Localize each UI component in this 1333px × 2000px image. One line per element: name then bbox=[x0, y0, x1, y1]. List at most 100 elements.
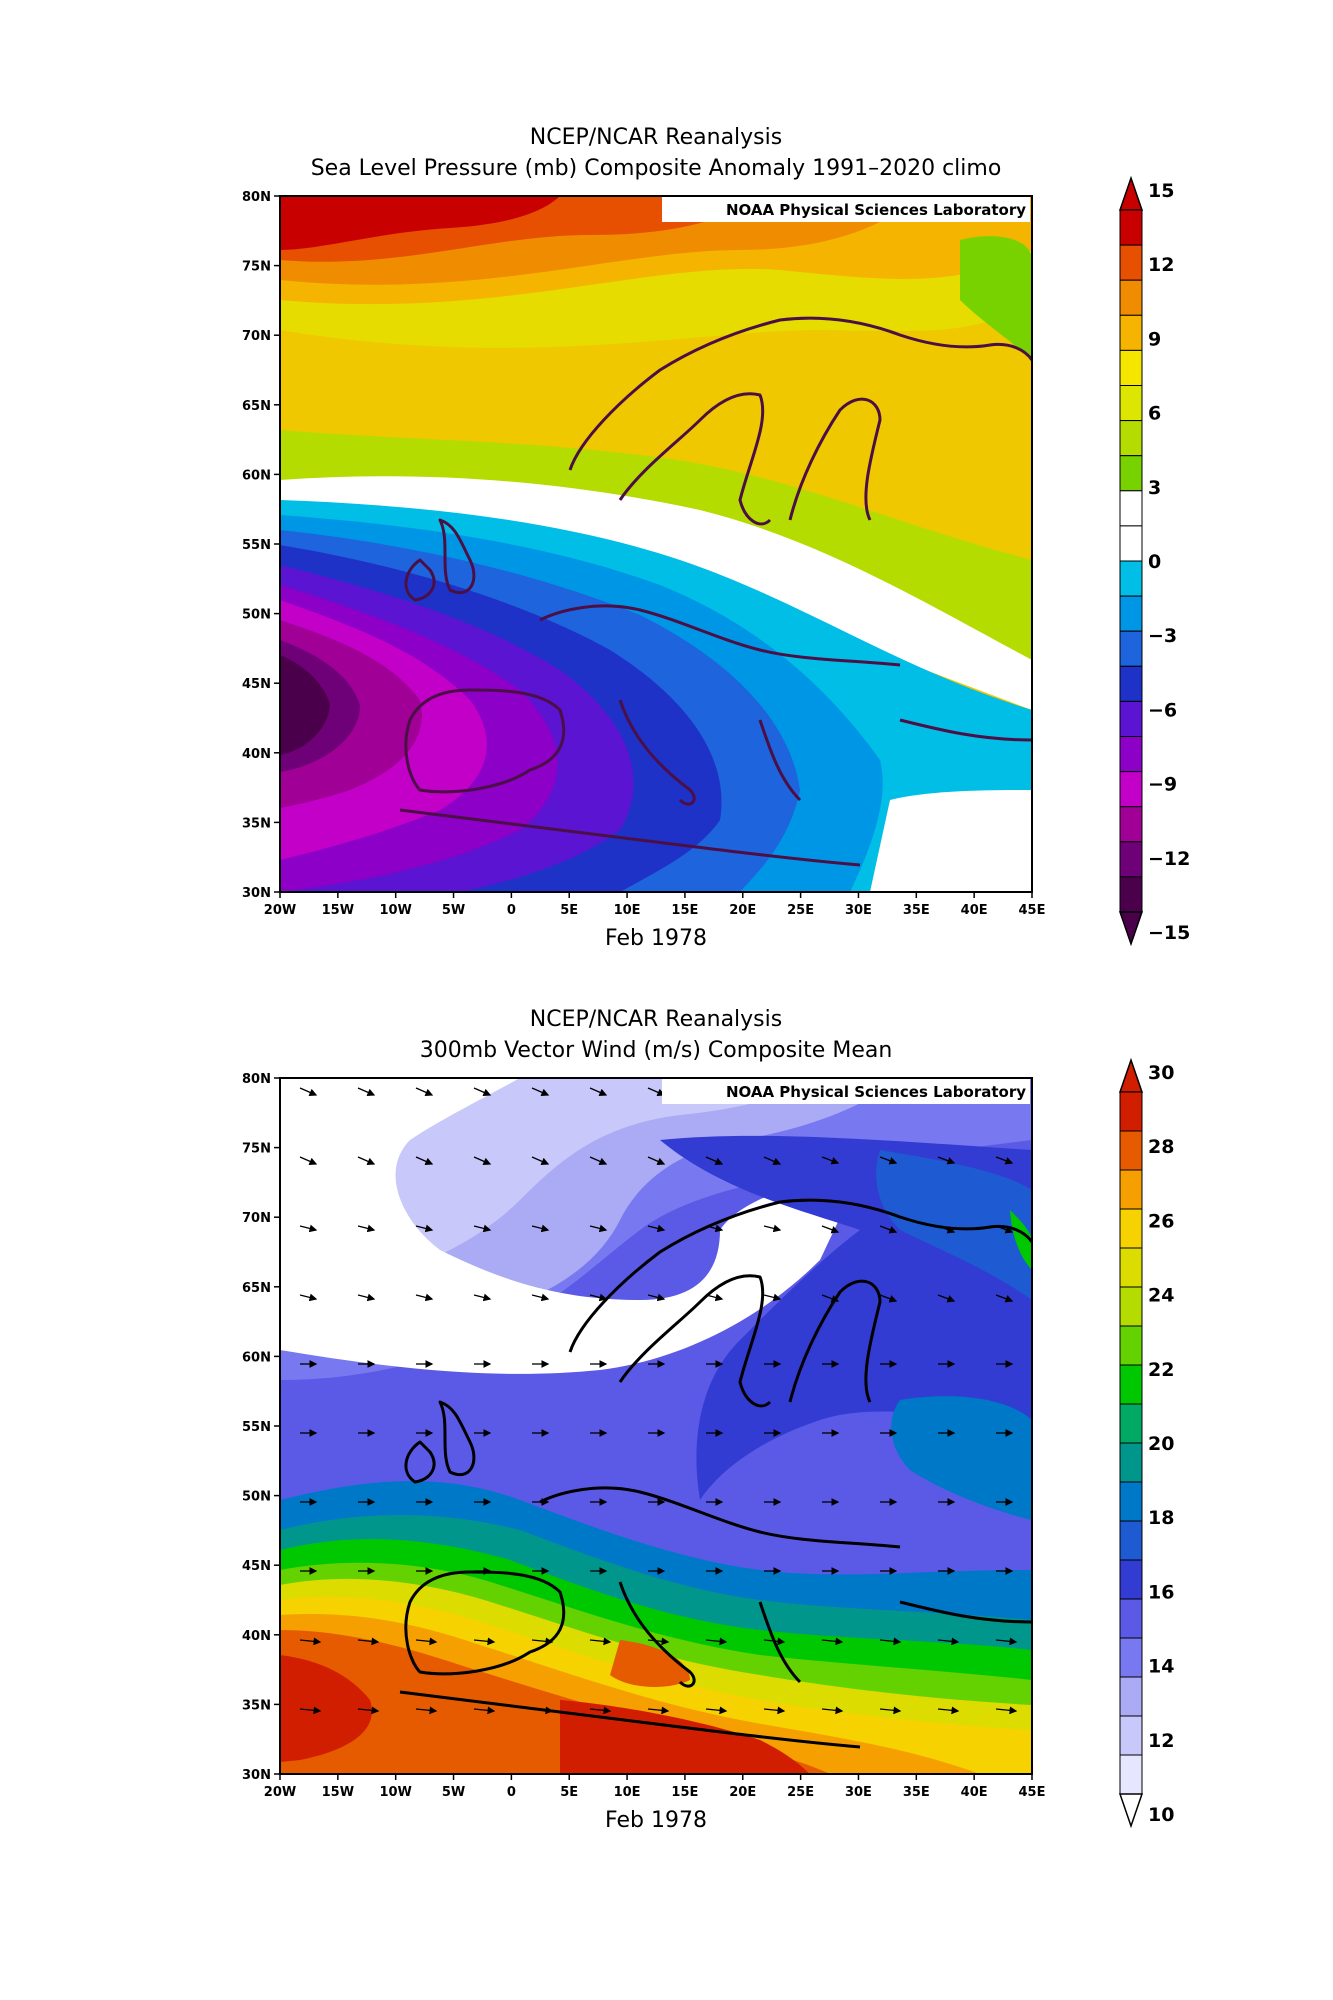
colorbar-label: 6 bbox=[1148, 403, 1161, 425]
wind-vector bbox=[357, 1293, 376, 1302]
wind-vector bbox=[531, 1293, 550, 1302]
panel2-watermark-box bbox=[662, 1079, 1030, 1104]
wind-vector bbox=[531, 1637, 554, 1646]
wind-vector bbox=[996, 1778, 1016, 1780]
wind-vector bbox=[821, 1706, 844, 1715]
wind-vector bbox=[995, 1225, 1014, 1234]
colorbar-label: 30 bbox=[1148, 1062, 1174, 1084]
wind-vector bbox=[299, 1293, 318, 1302]
wind-vector bbox=[647, 1706, 670, 1715]
lat-tick-label: 75N bbox=[242, 1142, 271, 1157]
colorbar-label: 15 bbox=[1148, 180, 1174, 202]
wind-vector bbox=[357, 1224, 376, 1233]
lat-tick-label: 60N bbox=[242, 1350, 271, 1365]
lat-tick-label: 65N bbox=[242, 399, 271, 414]
wind-vector bbox=[589, 1087, 608, 1096]
colorbar-segment bbox=[1119, 490, 1143, 527]
lon-tick-label: 40E bbox=[961, 903, 988, 918]
lat-tick-label: 50N bbox=[242, 1490, 271, 1505]
wind-vector bbox=[821, 1637, 844, 1646]
colorbar-label: 12 bbox=[1148, 254, 1174, 276]
panel1-map-field bbox=[280, 196, 1032, 892]
colorbar-segment bbox=[1119, 1481, 1143, 1522]
colorbar-segment bbox=[1119, 1403, 1143, 1444]
lon-tick-label: 5W bbox=[442, 1785, 465, 1800]
lat-tick-label: 50N bbox=[242, 608, 271, 623]
panel2-title-line2: 300mb Vector Wind (m/s) Composite Mean bbox=[420, 1038, 893, 1063]
lon-tick-label: 30E bbox=[845, 1785, 872, 1800]
panel2-colorbar: 30 28 26 24 22 20 18 16 14 12 10 bbox=[1118, 1057, 1174, 1829]
colorbar-label: 9 bbox=[1148, 328, 1161, 350]
wind-vector bbox=[589, 1293, 608, 1302]
panel2-map-field bbox=[280, 1078, 1032, 1780]
wind-vector bbox=[764, 1778, 784, 1780]
colorbar-label: 28 bbox=[1148, 1136, 1174, 1158]
lon-tick-label: 15W bbox=[322, 1785, 354, 1800]
wind-vector bbox=[473, 1156, 492, 1165]
lon-tick-label: 0 bbox=[507, 1785, 516, 1800]
panel1-title-line1: NCEP/NCAR Reanalysis bbox=[530, 125, 782, 150]
panel2-lat-axis: 80N 75N 70N 65N 60N 55N 50N 45N 40N 35N 30N bbox=[242, 1072, 280, 1783]
colorbar-segment bbox=[1119, 1559, 1143, 1600]
wind-vector bbox=[995, 1706, 1018, 1715]
wind-vector bbox=[473, 1706, 496, 1715]
wind-vector bbox=[937, 1294, 956, 1303]
wind-vector bbox=[879, 1225, 898, 1234]
lon-tick-label: 35E bbox=[903, 903, 930, 918]
wind-vector bbox=[647, 1637, 670, 1646]
lon-tick-label: 25E bbox=[787, 903, 814, 918]
panel2-title-line1: NCEP/NCAR Reanalysis bbox=[530, 1007, 782, 1032]
wind-vector bbox=[937, 1637, 960, 1646]
colorbar-label: −15 bbox=[1148, 922, 1190, 944]
wind-vector bbox=[937, 1156, 956, 1165]
colorbar-segment bbox=[1119, 1637, 1143, 1678]
wind-vector bbox=[589, 1156, 608, 1165]
wind-vector bbox=[763, 1156, 782, 1165]
lon-tick-label: 5E bbox=[560, 903, 578, 918]
wind-vector bbox=[995, 1294, 1014, 1303]
lat-tick-label: 60N bbox=[242, 468, 271, 483]
colorbar-segment bbox=[1119, 1247, 1143, 1288]
wind-vector bbox=[763, 1293, 782, 1302]
wind-vector bbox=[415, 1156, 434, 1165]
lon-tick-label: 10E bbox=[614, 1785, 641, 1800]
colorbar-label: 12 bbox=[1148, 1730, 1174, 1752]
lat-tick-label: 35N bbox=[242, 816, 271, 831]
wind-vector bbox=[938, 1778, 958, 1780]
colorbar-label: 0 bbox=[1148, 551, 1161, 573]
colorbar-segment bbox=[1119, 314, 1143, 351]
colorbar-label: 22 bbox=[1148, 1359, 1174, 1381]
colorbar-segment bbox=[1119, 420, 1143, 457]
lon-tick-label: 5W bbox=[442, 903, 465, 918]
wind-vector bbox=[357, 1087, 376, 1096]
panel2-lon-axis: 20W 15W 10W 5W 0 5E 10E 15E 20E 25E 30E 35E 40E 45E bbox=[264, 1774, 1045, 1800]
lat-tick-label: 40N bbox=[242, 1629, 271, 1644]
wind-vector bbox=[647, 1087, 666, 1096]
panel1-watermark-box bbox=[662, 197, 1030, 222]
colorbar-segment bbox=[1119, 1442, 1143, 1483]
wind-vector bbox=[416, 1778, 436, 1780]
lat-tick-label: 55N bbox=[242, 538, 271, 553]
colorbar-segment bbox=[1119, 771, 1143, 808]
wind-vector bbox=[705, 1293, 724, 1302]
wind-vector bbox=[705, 1224, 724, 1233]
lon-tick-label: 20W bbox=[264, 903, 296, 918]
colorbar-label: −6 bbox=[1148, 699, 1177, 721]
colorbar-segment bbox=[1119, 244, 1143, 281]
wind-vector bbox=[299, 1087, 318, 1096]
wind-vector bbox=[473, 1087, 492, 1096]
colorbar-segment bbox=[1119, 1520, 1143, 1561]
lon-tick-label: 10E bbox=[614, 903, 641, 918]
wind-vector bbox=[647, 1224, 666, 1233]
wind-vector bbox=[415, 1087, 434, 1096]
colorbar-segment bbox=[1119, 806, 1143, 843]
colorbar-segment bbox=[1119, 1715, 1143, 1756]
wind-vector bbox=[821, 1294, 840, 1303]
colorbar-segment bbox=[1119, 1364, 1143, 1405]
colorbar-segment bbox=[1119, 595, 1143, 632]
wind-vector bbox=[299, 1224, 318, 1233]
wind-vector bbox=[473, 1224, 492, 1233]
wind-vector bbox=[647, 1293, 666, 1302]
colorbar-bottom-arrow bbox=[1118, 911, 1144, 947]
colorbar-segment bbox=[1119, 1130, 1143, 1171]
